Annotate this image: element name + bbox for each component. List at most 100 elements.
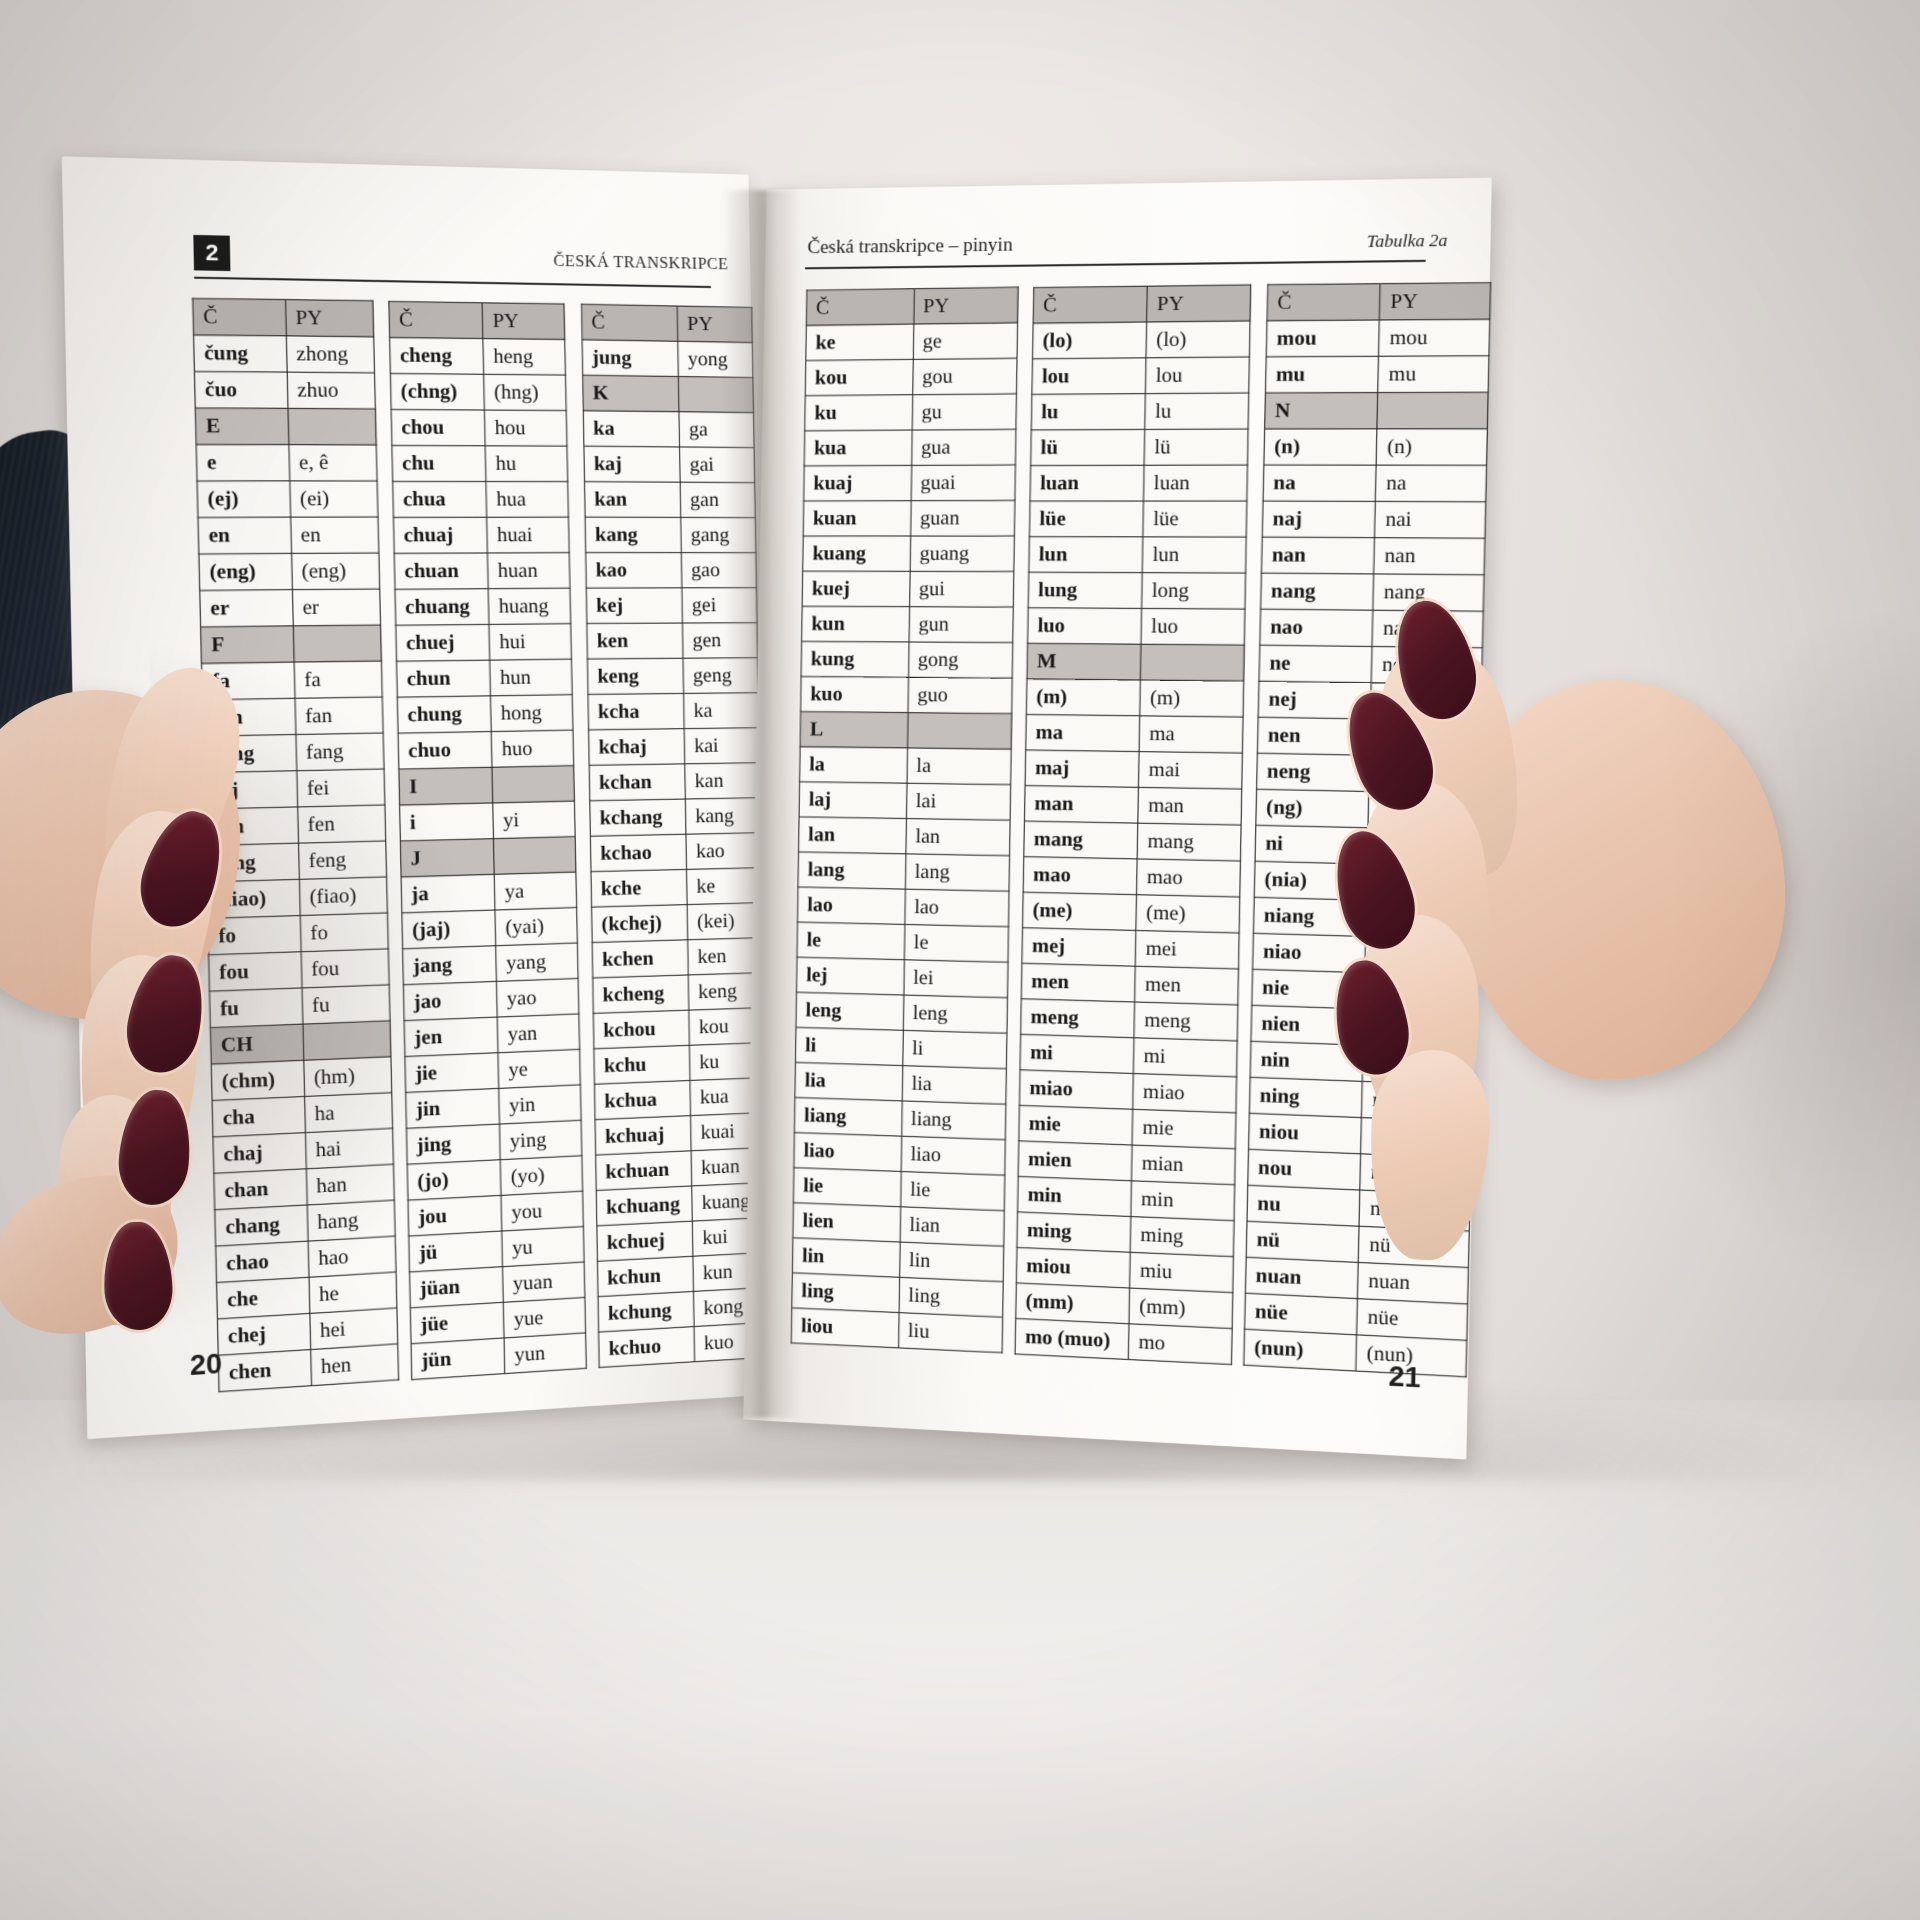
cell-pinyin: miu	[1129, 1252, 1234, 1293]
table-row: chuaj huai	[393, 517, 570, 554]
cell-pinyin: (ng)	[1368, 791, 1480, 831]
table-row: (eng) (eng)	[198, 552, 381, 591]
table-row: kchan kan	[588, 762, 760, 801]
cell-pinyin: lang	[904, 853, 1010, 892]
cell-pinyin: yong	[677, 341, 753, 378]
table-row: na na	[1263, 464, 1487, 502]
cell-czech: leng	[795, 992, 904, 1031]
cell-pinyin: mei	[1135, 930, 1240, 969]
cell-pinyin: lou	[1145, 356, 1250, 394]
cell-czech: la	[799, 746, 908, 784]
cell-czech: mien	[1018, 1140, 1133, 1181]
column-header-cz: Č	[1033, 286, 1148, 324]
table-row: ken gen	[586, 622, 758, 659]
cell-czech: keng	[587, 658, 684, 695]
section-letter-spacer	[492, 765, 576, 803]
cell-czech: ma	[1025, 714, 1140, 752]
cell-czech: ning	[1249, 1077, 1363, 1118]
cell-czech: chua	[393, 481, 488, 518]
cell-czech: jü	[409, 1230, 504, 1272]
cell-pinyin: mou	[1379, 319, 1490, 357]
cell-czech: nen	[1257, 717, 1371, 756]
table-row: lao lao	[797, 887, 1010, 927]
table-row: chu hu	[392, 445, 569, 482]
cell-pinyin: nie	[1364, 972, 1476, 1013]
cell-pinyin: (yo)	[500, 1155, 584, 1196]
section-letter: M	[1026, 643, 1142, 681]
table-row: kuej gui	[802, 571, 1014, 607]
section-letter: I	[399, 767, 494, 805]
table-row: kuo guo	[800, 676, 1013, 714]
cell-pinyin: ne	[1371, 646, 1483, 685]
table-row: (lo) (lo)	[1032, 320, 1251, 359]
cell-czech: kuan	[803, 500, 911, 537]
cell-czech: ni	[1255, 825, 1369, 864]
column-header-cz: Č	[806, 288, 914, 326]
cell-pinyin: nian	[1363, 1008, 1475, 1049]
table-row: lun lun	[1028, 536, 1247, 574]
cell-pinyin: nei	[1370, 682, 1482, 721]
cell-czech: chang	[214, 1204, 308, 1247]
cell-czech: (nia)	[1254, 861, 1368, 901]
cell-czech: jün	[411, 1337, 506, 1380]
cell-pinyin: liao	[900, 1136, 1006, 1176]
table-row: chua hua	[393, 481, 570, 518]
cell-pinyin: nin	[1362, 1045, 1474, 1086]
cell-czech: lia	[794, 1062, 903, 1101]
cell-pinyin: lun	[1142, 536, 1247, 574]
section-letter-spacer	[494, 836, 577, 875]
cell-pinyin: fu	[301, 984, 391, 1025]
table-row: kua gua	[804, 429, 1016, 466]
cell-pinyin: ling	[898, 1277, 1004, 1318]
cell-czech: (jo)	[407, 1159, 502, 1201]
cell-pinyin: mie	[1132, 1109, 1236, 1149]
cell-czech: kche	[590, 869, 687, 908]
cell-czech: kuo	[800, 676, 909, 713]
table-header-row: Č PY	[806, 287, 1019, 326]
cell-czech: (ng)	[1255, 789, 1370, 828]
cell-pinyin: mao	[1136, 858, 1241, 897]
table-row: cheng heng	[389, 337, 567, 376]
table-row: men men	[1021, 963, 1239, 1005]
cell-pinyin: hou	[485, 410, 568, 447]
cell-czech: ke	[805, 324, 914, 361]
section-header-row: N	[1264, 392, 1489, 429]
cell-pinyin: fo	[299, 912, 389, 952]
table-row: ne ne	[1259, 645, 1483, 685]
cell-czech: nej	[1258, 681, 1372, 719]
section-header-row: I	[399, 765, 576, 805]
cell-czech: (fiao)	[206, 879, 300, 919]
cell-pinyin: ke	[686, 867, 762, 905]
cell-pinyin: hang	[306, 1200, 396, 1242]
cell-czech: liou	[791, 1307, 899, 1348]
cell-pinyin: nang	[1373, 573, 1485, 612]
table-row: kchao kao	[590, 832, 761, 872]
cell-czech: cha	[212, 1096, 306, 1138]
cell-pinyin: gua	[911, 429, 1016, 466]
cell-pinyin: leng	[902, 995, 1008, 1034]
section-letter-spacer	[1140, 644, 1245, 682]
cell-pinyin: mu	[1378, 355, 1490, 393]
section-letter: N	[1264, 392, 1379, 429]
cell-czech: fen	[205, 806, 299, 846]
cell-czech: lan	[798, 816, 906, 854]
cell-czech: en	[197, 517, 292, 554]
cell-pinyin: huan	[488, 552, 571, 589]
cell-pinyin: yue	[503, 1297, 587, 1338]
cell-pinyin: fan	[294, 696, 384, 735]
table-row: kun gun	[801, 606, 1014, 643]
cell-pinyin: (hm)	[303, 1056, 393, 1097]
cell-czech: jen	[404, 1017, 499, 1057]
table-row: lej lei	[796, 957, 1008, 998]
cell-pinyin: mi	[1133, 1037, 1238, 1077]
cell-czech: chen	[218, 1349, 312, 1392]
cell-czech: naj	[1262, 500, 1376, 538]
table-row: kaj gai	[583, 446, 755, 483]
table-row: neng neng	[1256, 753, 1480, 794]
cell-czech: (eng)	[198, 553, 293, 591]
cell-czech: ku	[804, 394, 913, 431]
table-row: mou mou	[1266, 319, 1490, 357]
cell-pinyin: ming	[1130, 1216, 1235, 1257]
cell-czech: nüe	[1244, 1293, 1358, 1335]
table-column-col-2: Č PY cheng heng (chng) (hng) chou hou chu hu chua h…	[388, 300, 588, 1381]
